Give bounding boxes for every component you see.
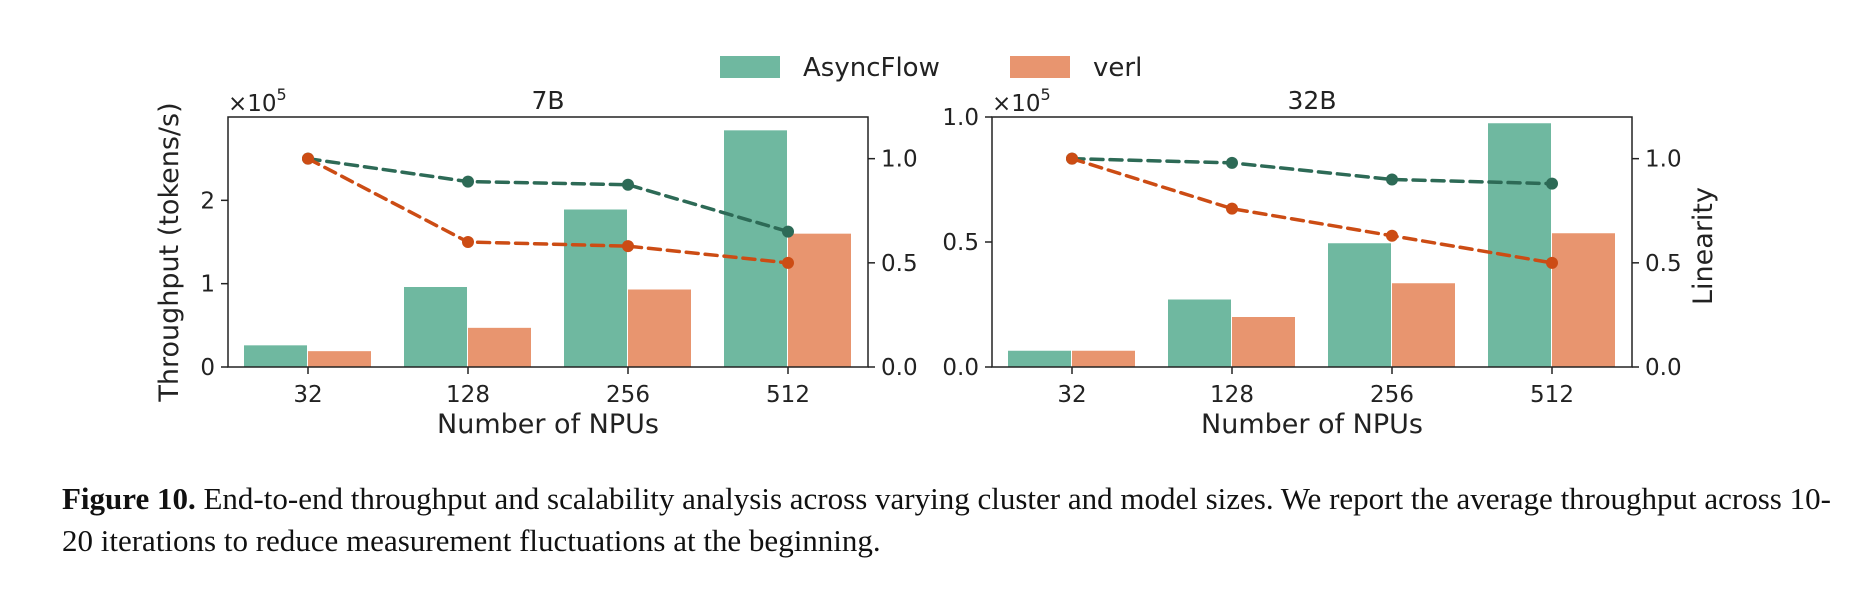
linearity-line-verl xyxy=(306,156,790,265)
y-tick-label: 1 xyxy=(200,272,215,298)
bar-verl-32 xyxy=(1072,350,1135,367)
y-multiplier-exponent: 5 xyxy=(1041,85,1051,104)
bar-verl-512 xyxy=(788,233,851,367)
bar-asyncflow-128 xyxy=(1168,299,1231,367)
y2-tick-label: 0.5 xyxy=(881,251,918,277)
y2-axis-label: Linearity xyxy=(1688,187,1719,305)
linearity-point-verl-256 xyxy=(1386,229,1398,242)
y-multiplier-base: ×10 xyxy=(992,91,1041,117)
y-multiplier: ×105 xyxy=(228,85,287,117)
linearity-point-verl-32 xyxy=(302,152,314,165)
linearity-line-asyncflow xyxy=(1070,156,1554,186)
panel-title: 32B xyxy=(1288,86,1337,115)
bar-asyncflow-256 xyxy=(1328,243,1391,367)
bar-verl-256 xyxy=(1392,283,1455,367)
linearity-point-asyncflow-256 xyxy=(622,178,634,191)
y-tick-label: 2 xyxy=(200,188,215,214)
linearity-point-asyncflow-128 xyxy=(462,175,474,188)
caption-label: Figure 10. xyxy=(62,481,196,516)
y-multiplier: ×105 xyxy=(992,85,1051,117)
legend: AsyncFlow verl xyxy=(720,53,1142,83)
linearity-line-verl xyxy=(1070,156,1554,265)
x-axis-label: Number of NPUs xyxy=(1201,409,1423,440)
plot-frame xyxy=(227,116,869,368)
linearity-point-verl-512 xyxy=(1546,256,1558,269)
linearity-point-verl-128 xyxy=(1226,202,1238,215)
y-tick-label: 1.0 xyxy=(942,105,979,131)
bar-verl-128 xyxy=(468,327,531,367)
bar-asyncflow-512 xyxy=(1488,123,1551,367)
legend-swatch-asyncflow xyxy=(720,56,780,78)
x-tick-label-256: 256 xyxy=(606,382,650,408)
x-tick-label-32: 32 xyxy=(1057,382,1086,408)
bar-asyncflow-32 xyxy=(244,345,307,367)
bar-asyncflow-256 xyxy=(564,209,627,367)
linearity-point-verl-128 xyxy=(462,236,474,248)
y-tick-label: 0.0 xyxy=(942,355,979,381)
figure: AsyncFlow verl 0 1 2 0.0 0.5 1.0 32 128 256 512 ×1… xyxy=(154,53,1719,440)
panel-7b: 0 1 2 0.0 0.5 1.0 32 128 256 512 ×105 7B Number of N… xyxy=(154,85,918,440)
x-axis-label: Number of NPUs xyxy=(437,409,659,440)
linearity-line-asyncflow xyxy=(306,156,790,234)
linearity-point-asyncflow-128 xyxy=(1226,156,1238,169)
legend-label-asyncflow: AsyncFlow xyxy=(803,53,940,83)
bar-verl-256 xyxy=(628,289,691,367)
panel-32b: 0.0 0.5 1.0 0.0 0.5 1.0 32 128 256 512 ×105 32B Numb… xyxy=(942,85,1719,440)
bar-asyncflow-512 xyxy=(724,130,787,367)
linearity-point-verl-512 xyxy=(782,256,794,269)
legend-swatch-verl xyxy=(1010,56,1070,78)
bar-asyncflow-128 xyxy=(404,287,467,367)
y-multiplier-base: ×10 xyxy=(228,91,277,117)
figure-caption: Figure 10. End-to-end throughput and sca… xyxy=(62,478,1832,562)
y2-tick-label: 0.5 xyxy=(1645,251,1682,277)
x-tick-label-512: 512 xyxy=(1530,382,1574,408)
legend-label-verl: verl xyxy=(1093,53,1142,83)
y-tick-label: 0.5 xyxy=(942,230,979,256)
linearity-point-verl-32 xyxy=(1066,152,1078,165)
bar-asyncflow-32 xyxy=(1008,350,1071,367)
bar-verl-512 xyxy=(1552,233,1615,367)
bar-verl-32 xyxy=(308,351,371,367)
y-axis-label: Throughput (tokens/s) xyxy=(154,102,185,402)
y2-tick-label: 1.0 xyxy=(1645,147,1682,173)
linearity-point-asyncflow-256 xyxy=(1386,173,1398,186)
linearity-point-verl-256 xyxy=(622,240,634,253)
y2-tick-label: 1.0 xyxy=(881,147,918,173)
x-tick-label-128: 128 xyxy=(1210,382,1254,408)
linearity-point-asyncflow-512 xyxy=(782,225,794,238)
y-tick-label: 0 xyxy=(200,355,215,381)
caption-text: End-to-end throughput and scalability an… xyxy=(62,481,1831,558)
bar-verl-128 xyxy=(1232,317,1295,367)
x-tick-label-256: 256 xyxy=(1370,382,1414,408)
panel-title: 7B xyxy=(531,86,564,115)
y2-tick-label: 0.0 xyxy=(1645,355,1682,381)
y-multiplier-exponent: 5 xyxy=(277,85,287,104)
x-tick-label-128: 128 xyxy=(446,382,490,408)
y2-tick-label: 0.0 xyxy=(881,355,918,381)
x-tick-label-512: 512 xyxy=(766,382,810,408)
x-tick-label-32: 32 xyxy=(293,382,322,408)
linearity-point-asyncflow-512 xyxy=(1546,177,1558,190)
